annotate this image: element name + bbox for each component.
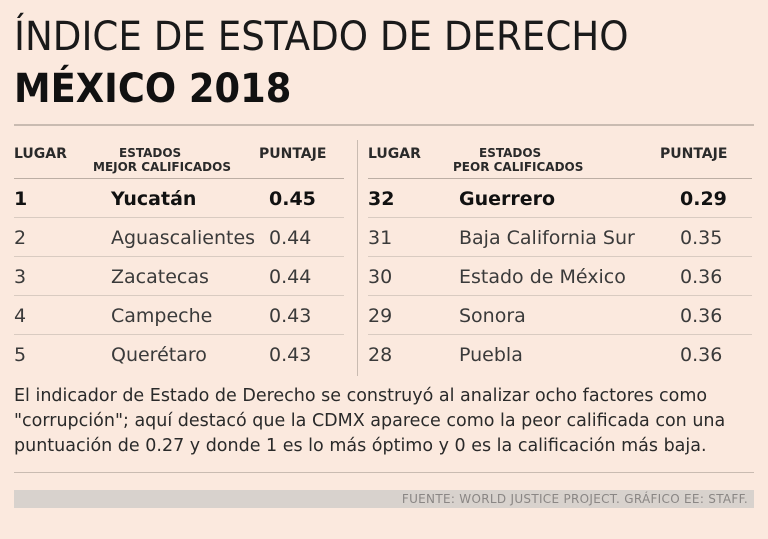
rank-cell: 2 bbox=[14, 227, 27, 249]
score-cell: 0.44 bbox=[269, 266, 312, 288]
state-cell: Aguascalientes bbox=[111, 227, 256, 249]
worst-table-header: LUGAR ESTADOS PEOR CALIFICADOS PUNTAJE bbox=[368, 140, 752, 178]
rank-cell: 30 bbox=[368, 266, 393, 288]
table-row: 32 Guerrero 0.29 bbox=[368, 179, 752, 218]
score-cell: 0.45 bbox=[269, 188, 316, 210]
state-cell: Sonora bbox=[459, 305, 526, 327]
bottom-divider bbox=[14, 472, 754, 473]
score-cell: 0.43 bbox=[269, 305, 312, 327]
table-row: 4 Campeche 0.43 bbox=[14, 296, 344, 335]
table-row: 31 Baja California Sur 0.35 bbox=[368, 218, 752, 257]
worst-col-rank: LUGAR bbox=[368, 146, 421, 162]
table-row: 30 Estado de México 0.36 bbox=[368, 257, 752, 296]
worst-header-divider bbox=[368, 178, 752, 179]
rank-cell: 28 bbox=[368, 344, 393, 366]
rank-cell: 29 bbox=[368, 305, 393, 327]
state-cell: Querétaro bbox=[111, 344, 207, 366]
source-credit-bar: FUENTE: WORLD JUSTICE PROJECT. GRÁFICO E… bbox=[14, 490, 754, 508]
table-row: 28 Puebla 0.36 bbox=[368, 335, 752, 373]
table-row: 1 Yucatán 0.45 bbox=[14, 179, 344, 218]
score-cell: 0.35 bbox=[680, 227, 723, 249]
state-cell: Guerrero bbox=[459, 188, 556, 210]
state-cell: Estado de México bbox=[459, 266, 626, 288]
best-col-rank: LUGAR bbox=[14, 146, 67, 162]
page-subtitle: MÉXICO 2018 bbox=[14, 66, 292, 112]
worst-col-state-line1: ESTADOS bbox=[479, 146, 542, 160]
score-cell: 0.43 bbox=[269, 344, 312, 366]
table-row: 2 Aguascalientes 0.44 bbox=[14, 218, 344, 257]
best-col-state-line2: MEJOR CALIFICADOS bbox=[93, 160, 231, 174]
state-cell: Campeche bbox=[111, 305, 213, 327]
best-col-state-line1: ESTADOS bbox=[119, 146, 182, 160]
score-cell: 0.44 bbox=[269, 227, 312, 249]
rank-cell: 4 bbox=[14, 305, 27, 327]
score-cell: 0.29 bbox=[680, 188, 727, 210]
worst-col-score: PUNTAJE bbox=[660, 146, 728, 162]
worst-states-table: LUGAR ESTADOS PEOR CALIFICADOS PUNTAJE 3… bbox=[368, 140, 752, 373]
best-col-score: PUNTAJE bbox=[259, 146, 327, 162]
page-title: ÍNDICE DE ESTADO DE DERECHO bbox=[14, 14, 629, 60]
state-cell: Yucatán bbox=[111, 188, 197, 210]
rank-cell: 5 bbox=[14, 344, 27, 366]
table-row: 3 Zacatecas 0.44 bbox=[14, 257, 344, 296]
best-states-table: LUGAR ESTADOS MEJOR CALIFICADOS PUNTAJE … bbox=[14, 140, 344, 373]
worst-col-state-line2: PEOR CALIFICADOS bbox=[453, 160, 584, 174]
best-header-divider bbox=[14, 178, 344, 179]
table-row: 5 Querétaro 0.43 bbox=[14, 335, 344, 373]
state-cell: Puebla bbox=[459, 344, 523, 366]
top-divider bbox=[14, 124, 754, 126]
score-cell: 0.36 bbox=[680, 344, 723, 366]
score-cell: 0.36 bbox=[680, 305, 723, 327]
state-cell: Baja California Sur bbox=[459, 227, 635, 249]
rank-cell: 32 bbox=[368, 188, 395, 210]
worst-col-state: ESTADOS PEOR CALIFICADOS bbox=[453, 146, 583, 174]
table-row: 29 Sonora 0.36 bbox=[368, 296, 752, 335]
best-col-state: ESTADOS MEJOR CALIFICADOS bbox=[93, 146, 231, 174]
score-cell: 0.36 bbox=[680, 266, 723, 288]
source-credit: FUENTE: WORLD JUSTICE PROJECT. GRÁFICO E… bbox=[401, 492, 748, 506]
explanatory-note: El indicador de Estado de Derecho se con… bbox=[14, 386, 726, 456]
best-table-header: LUGAR ESTADOS MEJOR CALIFICADOS PUNTAJE bbox=[14, 140, 344, 178]
rank-cell: 1 bbox=[14, 188, 28, 210]
rank-cell: 3 bbox=[14, 266, 27, 288]
rank-cell: 31 bbox=[368, 227, 393, 249]
table-divider bbox=[357, 140, 358, 376]
state-cell: Zacatecas bbox=[111, 266, 209, 288]
